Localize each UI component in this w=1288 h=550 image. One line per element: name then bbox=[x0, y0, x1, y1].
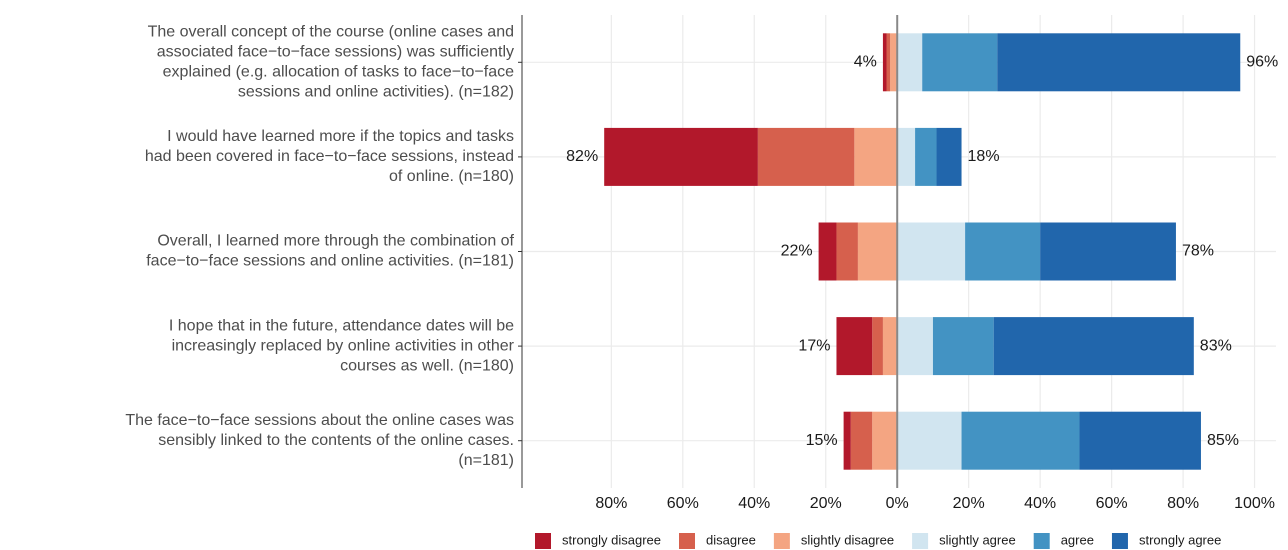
bar-segment bbox=[897, 33, 923, 92]
x-tick-label: 40% bbox=[1024, 495, 1056, 512]
bar-segment bbox=[890, 33, 898, 92]
x-tick-label: 0% bbox=[886, 495, 909, 512]
category-label: Overall, I learned more through the comb… bbox=[157, 233, 514, 250]
legend-swatch bbox=[1033, 533, 1050, 549]
category-label: associated face−to−face sessions) was su… bbox=[157, 44, 514, 61]
x-tick-label: 80% bbox=[595, 495, 627, 512]
legend-label: slightly agree bbox=[939, 532, 1016, 547]
bar-segment bbox=[932, 317, 994, 376]
category-label: (n=181) bbox=[458, 452, 514, 469]
x-tick-label: 40% bbox=[738, 495, 770, 512]
bar-segment bbox=[993, 317, 1194, 376]
x-tick-label: 60% bbox=[667, 495, 699, 512]
bar-segment bbox=[854, 127, 898, 186]
category-label: sensibly linked to the contents of the o… bbox=[158, 432, 514, 449]
bar-segment bbox=[843, 411, 851, 470]
bar-segment bbox=[857, 222, 898, 281]
x-tick-label: 80% bbox=[1167, 495, 1199, 512]
bar-segment bbox=[897, 411, 962, 470]
legend-label: disagree bbox=[706, 532, 756, 547]
category-label: had been covered in face−to−face session… bbox=[145, 148, 514, 165]
category-label: I would have learned more if the topics … bbox=[167, 128, 514, 145]
bar-segment bbox=[936, 127, 962, 186]
category-label: The face−to−face sessions about the onli… bbox=[125, 412, 514, 429]
right-total-label: 96% bbox=[1246, 54, 1278, 71]
legend-swatch bbox=[535, 533, 551, 549]
bar-segment bbox=[922, 33, 998, 92]
x-tick-label: 20% bbox=[810, 495, 842, 512]
left-total-label: 4% bbox=[854, 54, 877, 71]
legend-label: strongly agree bbox=[1139, 532, 1221, 547]
x-tick-label: 60% bbox=[1096, 495, 1128, 512]
bar-segment bbox=[997, 33, 1241, 92]
bar-segment bbox=[836, 317, 873, 376]
bar-segment bbox=[882, 33, 887, 92]
left-total-label: 17% bbox=[798, 337, 830, 354]
legend-swatch bbox=[912, 533, 929, 549]
x-tick-label: 20% bbox=[953, 495, 985, 512]
category-label: explained (e.g. allocation of tasks to f… bbox=[163, 64, 514, 81]
category-label: I hope that in the future, attendance da… bbox=[169, 317, 514, 334]
bar-segment bbox=[1079, 411, 1201, 470]
bar-segment bbox=[872, 317, 883, 376]
legend-swatch bbox=[1111, 533, 1128, 549]
bar-segment bbox=[897, 317, 933, 376]
category-label: of online. (n=180) bbox=[389, 168, 514, 185]
legend-label: strongly disagree bbox=[562, 532, 661, 547]
category-label: courses as well. (n=180) bbox=[340, 357, 514, 374]
bar-segment bbox=[897, 222, 966, 281]
category-label: sessions and online activities). (n=182) bbox=[238, 84, 514, 101]
legend-label: slightly disagree bbox=[801, 532, 894, 547]
legend-label: agree bbox=[1061, 532, 1094, 547]
bar-segment bbox=[882, 317, 898, 376]
bar-segment bbox=[872, 411, 898, 470]
bar-segment bbox=[886, 33, 891, 92]
bar-segment bbox=[818, 222, 837, 281]
bar-segment bbox=[915, 127, 937, 186]
right-total-label: 18% bbox=[968, 148, 1000, 165]
right-total-label: 78% bbox=[1182, 243, 1214, 260]
category-label: The overall concept of the course (onlin… bbox=[148, 24, 514, 41]
left-total-label: 15% bbox=[806, 432, 838, 449]
right-total-label: 83% bbox=[1200, 337, 1232, 354]
bar-segment bbox=[757, 127, 855, 186]
bar-segment bbox=[836, 222, 858, 281]
bar-segment bbox=[604, 127, 758, 186]
bar-segment bbox=[961, 411, 1080, 470]
right-total-label: 85% bbox=[1207, 432, 1239, 449]
legend-swatch bbox=[679, 533, 695, 549]
left-total-label: 22% bbox=[781, 243, 813, 260]
bar-segment bbox=[965, 222, 1041, 281]
bar-segment bbox=[850, 411, 873, 470]
category-label: face−to−face sessions and online activit… bbox=[146, 253, 514, 270]
bar-segment bbox=[897, 127, 916, 186]
x-tick-label: 100% bbox=[1234, 495, 1275, 512]
bar-segment bbox=[1040, 222, 1176, 281]
category-label: increasingly replaced by online activiti… bbox=[172, 337, 515, 354]
legend-swatch bbox=[773, 533, 790, 549]
left-total-label: 82% bbox=[566, 148, 598, 165]
legend: strongly disagree disagree slightly disagr… bbox=[535, 532, 1221, 549]
